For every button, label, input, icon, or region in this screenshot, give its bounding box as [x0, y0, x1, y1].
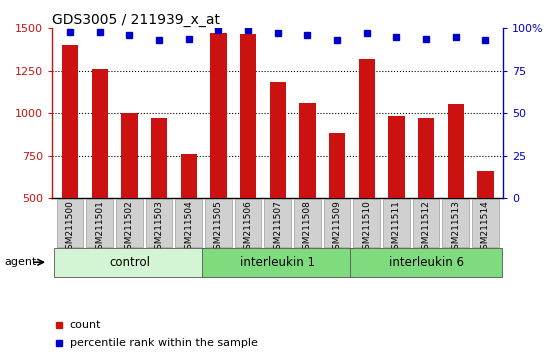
Bar: [477, 171, 493, 198]
FancyBboxPatch shape: [265, 199, 291, 247]
FancyBboxPatch shape: [472, 199, 499, 247]
FancyBboxPatch shape: [294, 199, 321, 247]
Bar: [210, 33, 227, 198]
Text: GSM211514: GSM211514: [481, 200, 490, 255]
FancyBboxPatch shape: [205, 199, 232, 247]
FancyBboxPatch shape: [202, 249, 354, 277]
FancyBboxPatch shape: [412, 199, 439, 247]
FancyBboxPatch shape: [57, 199, 84, 247]
Bar: [359, 59, 375, 198]
Text: GSM211508: GSM211508: [303, 200, 312, 255]
Text: interleukin 6: interleukin 6: [389, 256, 464, 269]
Text: control: control: [109, 256, 150, 269]
Text: agent: agent: [4, 257, 36, 267]
FancyBboxPatch shape: [383, 199, 410, 247]
Bar: [270, 82, 286, 198]
FancyBboxPatch shape: [354, 199, 380, 247]
Text: GSM211502: GSM211502: [125, 200, 134, 255]
Text: GSM211504: GSM211504: [184, 200, 193, 255]
Text: GSM211513: GSM211513: [452, 200, 460, 255]
Text: percentile rank within the sample: percentile rank within the sample: [70, 338, 257, 348]
FancyBboxPatch shape: [235, 199, 261, 247]
Text: GSM211506: GSM211506: [244, 200, 252, 255]
FancyBboxPatch shape: [146, 199, 172, 247]
Bar: [299, 103, 316, 198]
Text: interleukin 1: interleukin 1: [240, 256, 315, 269]
FancyBboxPatch shape: [442, 199, 469, 247]
FancyBboxPatch shape: [54, 249, 205, 277]
Bar: [62, 45, 78, 198]
Bar: [388, 116, 405, 198]
Text: GSM211509: GSM211509: [333, 200, 342, 255]
Bar: [121, 113, 138, 198]
Text: GDS3005 / 211939_x_at: GDS3005 / 211939_x_at: [52, 13, 220, 27]
Text: GSM211503: GSM211503: [155, 200, 163, 255]
FancyBboxPatch shape: [324, 199, 350, 247]
Bar: [448, 104, 464, 198]
FancyBboxPatch shape: [175, 199, 202, 247]
Text: GSM211501: GSM211501: [95, 200, 104, 255]
FancyBboxPatch shape: [86, 199, 113, 247]
Bar: [418, 118, 434, 198]
FancyBboxPatch shape: [350, 249, 502, 277]
FancyBboxPatch shape: [116, 199, 143, 247]
Text: GSM211500: GSM211500: [65, 200, 75, 255]
Text: count: count: [70, 320, 101, 330]
Text: GSM211511: GSM211511: [392, 200, 401, 255]
Bar: [151, 118, 167, 198]
Text: GSM211505: GSM211505: [214, 200, 223, 255]
Text: GSM211510: GSM211510: [362, 200, 371, 255]
Text: GSM211512: GSM211512: [422, 200, 431, 255]
Text: GSM211507: GSM211507: [273, 200, 282, 255]
Bar: [329, 133, 345, 198]
Bar: [180, 154, 197, 198]
Bar: [240, 34, 256, 198]
Bar: [91, 69, 108, 198]
